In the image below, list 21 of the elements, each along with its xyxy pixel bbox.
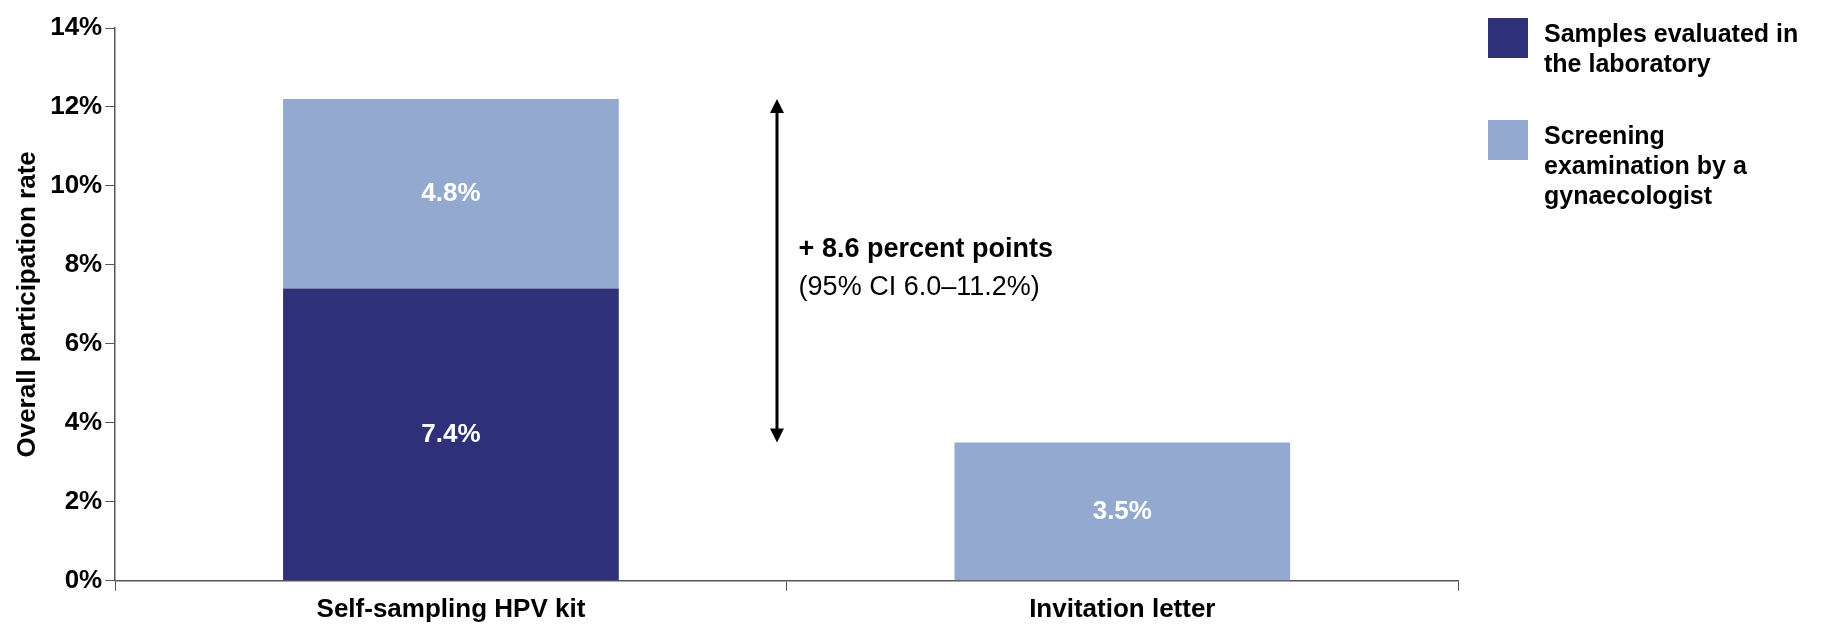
y-axis-title: Overall participation rate	[10, 151, 41, 458]
data-label: 7.4%	[421, 417, 481, 448]
bar	[954, 442, 1291, 581]
annotation: (95% CI 6.0–11.2%)	[798, 270, 1041, 304]
legend-label: Screening examination by a gynaecologist	[1544, 120, 1748, 210]
y-tick-label: 14%	[50, 11, 103, 42]
data-label: 4.8%	[421, 177, 481, 208]
y-tick-label: 10%	[50, 169, 103, 200]
y-tick-label: 12%	[50, 90, 103, 121]
x-tick-label: Invitation letter	[1029, 592, 1216, 623]
annotation: + 8.6 percent points	[798, 232, 1053, 266]
bar	[283, 99, 619, 289]
y-tick-label: 2%	[64, 485, 103, 515]
y-tick-label: 8%	[64, 248, 103, 279]
y-tick-label: 6%	[64, 327, 103, 358]
y-tick-label: 4%	[64, 406, 103, 437]
legend-label: Samples evaluated in the laboratory	[1544, 18, 1800, 78]
data-label: 3.5%	[1092, 494, 1152, 525]
y-tick-label: 0%	[64, 563, 103, 594]
x-tick-label: Self-sampling HPV kit	[316, 592, 586, 623]
bar	[283, 288, 619, 581]
